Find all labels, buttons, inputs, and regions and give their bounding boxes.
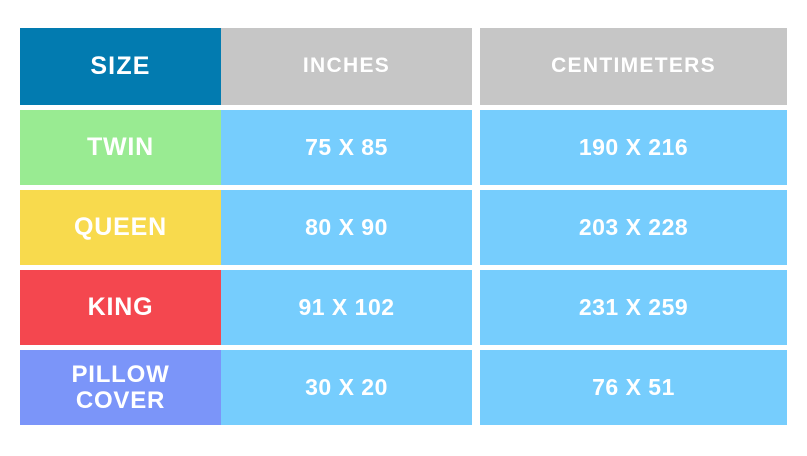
cell-twin-centimeters: 190 X 216	[480, 110, 787, 185]
pillow-line-2: COVER	[75, 386, 166, 414]
column-header-inches: INCHES	[221, 28, 472, 105]
table-header-row: SIZE INCHES CENTIMETERS	[20, 28, 787, 105]
column-header-centimeters: CENTIMETERS	[480, 28, 787, 105]
table-row: KING 91 X 102 231 X 259	[20, 270, 787, 345]
row-label-queen: QUEEN	[20, 190, 221, 265]
column-divider	[472, 28, 480, 105]
cell-pillow-cover-inches: 30 X 20	[221, 350, 472, 425]
cell-king-centimeters: 231 X 259	[480, 270, 787, 345]
column-divider	[472, 350, 480, 425]
column-divider	[472, 110, 480, 185]
column-divider	[472, 190, 480, 265]
pillow-line-1: PILLOW	[71, 360, 170, 388]
column-header-size: SIZE	[20, 28, 221, 105]
row-label-pillow-cover-text: PILLOW COVER	[71, 360, 170, 414]
cell-pillow-cover-centimeters: 76 X 51	[480, 350, 787, 425]
cell-queen-inches: 80 X 90	[221, 190, 472, 265]
table-row: TWIN 75 X 85 190 X 216	[20, 110, 787, 185]
column-divider	[472, 270, 480, 345]
cell-queen-centimeters: 203 X 228	[480, 190, 787, 265]
row-label-twin: TWIN	[20, 110, 221, 185]
cell-king-inches: 91 X 102	[221, 270, 472, 345]
cell-twin-inches: 75 X 85	[221, 110, 472, 185]
table-row: PILLOW COVER 30 X 20 76 X 51	[20, 350, 787, 425]
size-chart-table: SIZE INCHES CENTIMETERS TWIN 75 X 85 190…	[20, 28, 787, 425]
table-row: QUEEN 80 X 90 203 X 228	[20, 190, 787, 265]
row-label-king: KING	[20, 270, 221, 345]
row-label-pillow-cover: PILLOW COVER	[20, 350, 221, 425]
